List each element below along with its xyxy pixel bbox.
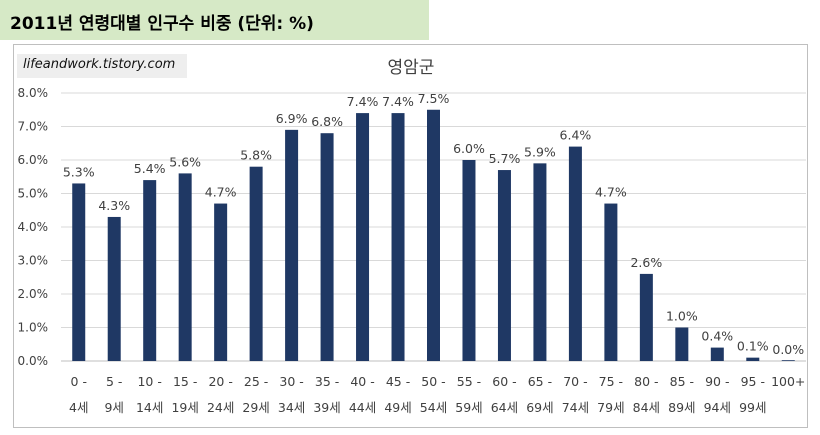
x-tick-label: 65 - xyxy=(528,374,552,389)
bar xyxy=(285,129,299,361)
data-label: 6.8% xyxy=(311,114,343,129)
bar xyxy=(72,183,86,361)
x-tick-label: 75 - xyxy=(599,374,623,389)
bar xyxy=(604,203,618,361)
data-label: 4.3% xyxy=(98,198,130,213)
x-tick-label: 85 - xyxy=(670,374,694,389)
x-tick-label: 84세 xyxy=(633,400,660,415)
data-label: 5.7% xyxy=(489,151,521,166)
x-tick-label: 54세 xyxy=(420,400,447,415)
x-tick-label: 9세 xyxy=(104,400,123,415)
x-tick-label: 89세 xyxy=(668,400,695,415)
x-tick-label: 55 - xyxy=(457,374,481,389)
x-tick-label: 25 - xyxy=(244,374,268,389)
data-label: 5.8% xyxy=(240,148,272,163)
bar xyxy=(214,203,228,361)
x-tick-label: 30 - xyxy=(279,374,303,389)
bar xyxy=(568,146,582,361)
data-label: 6.9% xyxy=(276,111,308,126)
bar xyxy=(710,347,724,361)
data-label: 4.7% xyxy=(595,185,627,200)
data-label: 5.3% xyxy=(63,164,95,179)
x-tick-label: 14세 xyxy=(136,400,163,415)
data-label: 0.0% xyxy=(772,342,804,357)
y-tick-label: 4.0% xyxy=(18,220,49,234)
y-tick-label: 0.0% xyxy=(18,354,49,368)
x-tick-label: 45 - xyxy=(386,374,410,389)
data-label: 7.4% xyxy=(382,94,414,109)
data-label: 1.0% xyxy=(666,309,698,324)
x-tick-label: 29세 xyxy=(242,400,269,415)
data-label: 2.6% xyxy=(630,255,662,270)
x-tick-label: 15 - xyxy=(173,374,197,389)
x-tick-label: 10 - xyxy=(137,374,161,389)
bar xyxy=(107,216,121,361)
watermark-text: lifeandwork.tistory.com xyxy=(23,57,176,72)
x-tick-label: 64세 xyxy=(491,400,518,415)
x-tick-label: 95 - xyxy=(741,374,765,389)
watermark-box: lifeandwork.tistory.com xyxy=(17,54,187,78)
chart-header-banner: 2011년 연령대별 인구수 비중 (단위: %) xyxy=(0,0,429,40)
bar xyxy=(249,166,263,361)
y-tick-label: 7.0% xyxy=(18,120,49,134)
x-tick-label: 80 - xyxy=(634,374,658,389)
data-label: 5.6% xyxy=(169,154,201,169)
x-tick-label: 20 - xyxy=(208,374,232,389)
bar xyxy=(639,273,653,361)
bar xyxy=(746,357,760,361)
y-tick-label: 5.0% xyxy=(18,187,49,201)
x-tick-label: 90 - xyxy=(705,374,729,389)
x-tick-label: 40 - xyxy=(350,374,374,389)
x-tick-label: 50 - xyxy=(421,374,445,389)
x-tick-label: 35 - xyxy=(315,374,339,389)
y-tick-label: 3.0% xyxy=(18,254,49,268)
data-label: 5.9% xyxy=(524,144,556,159)
bar xyxy=(320,133,334,361)
chart-title: 영암군 xyxy=(388,58,435,78)
x-tick-label: 24세 xyxy=(207,400,234,415)
data-label: 0.4% xyxy=(701,329,733,344)
data-label: 6.0% xyxy=(453,141,485,156)
x-tick-label: 49세 xyxy=(384,400,411,415)
x-tick-label: 74세 xyxy=(562,400,589,415)
x-tick-label: 60 - xyxy=(492,374,516,389)
bar xyxy=(781,360,795,361)
y-tick-label: 8.0% xyxy=(18,86,49,100)
x-tick-label: 99세 xyxy=(739,400,766,415)
x-tick-label: 34세 xyxy=(278,400,305,415)
data-label: 7.4% xyxy=(347,94,379,109)
y-tick-label: 6.0% xyxy=(18,153,49,167)
y-tick-label: 2.0% xyxy=(18,287,49,301)
x-tick-label: 44세 xyxy=(349,400,376,415)
bar xyxy=(462,160,476,361)
data-label: 5.4% xyxy=(134,161,166,176)
bar xyxy=(178,173,192,361)
x-tick-label: 69세 xyxy=(526,400,553,415)
x-tick-label: 5 - xyxy=(106,374,122,389)
y-tick-label: 1.0% xyxy=(18,321,49,335)
x-tick-label: 79세 xyxy=(597,400,624,415)
x-tick-label: 94세 xyxy=(704,400,731,415)
bar xyxy=(391,113,405,361)
x-tick-label: 70 - xyxy=(563,374,587,389)
data-label: 7.5% xyxy=(418,91,450,106)
bar xyxy=(497,170,511,361)
bar xyxy=(356,113,370,361)
bar xyxy=(675,327,689,361)
bar xyxy=(143,180,157,361)
x-tick-label: 59세 xyxy=(455,400,482,415)
x-tick-label: 0 - xyxy=(71,374,87,389)
x-tick-label: 19세 xyxy=(171,400,198,415)
x-tick-label: 100+ xyxy=(771,374,805,389)
data-label: 0.1% xyxy=(737,339,769,354)
data-label: 4.7% xyxy=(205,185,237,200)
data-label: 6.4% xyxy=(560,128,592,143)
x-tick-label: 4세 xyxy=(69,400,88,415)
x-tick-label: 39세 xyxy=(313,400,340,415)
bar xyxy=(427,109,440,361)
chart-header-title: 2011년 연령대별 인구수 비중 (단위: %) xyxy=(10,14,314,34)
bar xyxy=(533,163,547,361)
